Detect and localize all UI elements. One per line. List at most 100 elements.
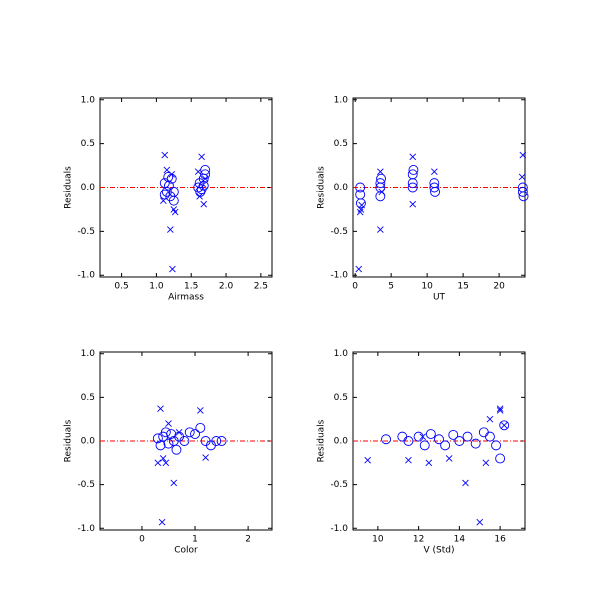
circle-point	[179, 436, 190, 446]
y-tick-label: -1.0	[330, 271, 348, 281]
cross-point	[377, 168, 384, 176]
y-tick-label: 0.0	[81, 437, 96, 447]
cross-point	[158, 518, 166, 526]
cross-point	[196, 192, 203, 200]
x-tick-label: 20	[493, 282, 505, 292]
circle-point	[495, 453, 506, 464]
cross-point	[168, 171, 176, 178]
y-tick-label: 0.0	[334, 183, 349, 193]
y-tick-label: -0.5	[330, 480, 348, 490]
circle-point	[413, 431, 424, 442]
plot-frame	[352, 351, 526, 531]
y-tick-label: 0.5	[81, 393, 95, 403]
x-tick-label: 1.5	[184, 282, 198, 292]
cross-point	[197, 407, 204, 414]
x-axis-label: Color	[174, 546, 198, 556]
circle-point	[407, 169, 418, 180]
x-tick-label: 5	[388, 282, 394, 292]
circle-point	[195, 422, 206, 433]
y-tick-label: -0.5	[330, 227, 348, 237]
circle-point	[216, 436, 227, 446]
cross-point	[171, 208, 179, 216]
cross-point	[194, 168, 202, 176]
circle-point	[484, 431, 495, 442]
x-tick-label: 1.0	[149, 282, 164, 292]
cross-point	[356, 208, 364, 216]
circle-point	[434, 434, 444, 445]
y-tick-label: 1.0	[81, 349, 96, 359]
circle-point	[448, 429, 459, 440]
cross-point	[519, 151, 527, 159]
x-tick-label: 1	[192, 535, 198, 545]
y-axis-label: Residuals	[64, 419, 74, 462]
cross-point	[157, 405, 164, 413]
cross-point	[159, 455, 167, 462]
cross-point	[162, 459, 170, 467]
circle-point	[429, 182, 440, 193]
y-tick-label: 1.0	[334, 349, 349, 359]
circle-point	[454, 436, 465, 446]
plot-frame	[99, 351, 273, 531]
circle-point	[355, 189, 366, 200]
cross-point	[165, 420, 172, 427]
cross-point	[409, 153, 417, 161]
cross-point	[482, 459, 490, 467]
circle-point	[211, 436, 222, 446]
cross-point	[154, 459, 162, 467]
x-tick-label: 2.0	[219, 282, 234, 292]
y-tick-label: -0.5	[77, 227, 95, 237]
x-axis-label: UT	[433, 293, 446, 303]
cross-point	[486, 415, 494, 423]
x-tick-label: 16	[494, 535, 506, 545]
circle-point	[375, 178, 386, 189]
cross-point	[201, 175, 209, 183]
y-tick-label: 0.5	[334, 393, 348, 403]
circle-point	[408, 165, 419, 175]
y-tick-label: -1.0	[330, 524, 348, 534]
y-tick-label: 0.5	[334, 139, 348, 149]
x-tick-label: 10	[372, 535, 384, 545]
circle-point	[155, 440, 166, 451]
y-tick-label: -1.0	[77, 271, 95, 281]
circle-point	[160, 427, 171, 438]
y-tick-label: 1.0	[334, 95, 349, 105]
x-tick-label: 0	[352, 282, 358, 292]
circle-point	[425, 429, 436, 439]
x-tick-label: 14	[454, 535, 466, 545]
circle-point	[163, 438, 174, 449]
circle-point	[376, 173, 387, 184]
cross-point	[500, 421, 508, 429]
x-axis-label: Airmass	[168, 293, 204, 303]
cross-point	[198, 153, 205, 161]
circle-point	[163, 172, 174, 182]
circle-point	[430, 186, 440, 197]
circle-point	[381, 434, 391, 445]
cross-point	[518, 173, 526, 181]
circle-point	[159, 189, 170, 200]
cross-point	[378, 188, 386, 196]
cross-point	[170, 479, 178, 487]
circle-point	[198, 180, 209, 191]
x-tick-label: 2	[245, 535, 251, 545]
circle-point	[171, 444, 182, 455]
circle-point	[499, 420, 510, 431]
cross-point	[200, 200, 208, 208]
x-tick-label: 0.5	[114, 282, 128, 292]
y-axis-label: Residuals	[317, 419, 327, 462]
cross-point	[161, 151, 169, 159]
circle-point	[470, 438, 481, 449]
circle-point	[419, 440, 430, 451]
circle-point	[168, 186, 179, 197]
y-tick-label: 0.0	[81, 183, 96, 193]
circle-point	[440, 440, 451, 451]
cross-point	[377, 226, 384, 233]
cross-point	[202, 454, 209, 461]
cross-point	[409, 200, 417, 208]
cross-point	[355, 265, 363, 273]
circle-point	[407, 182, 418, 193]
x-axis-label: V (Std)	[424, 546, 455, 556]
cross-point	[358, 201, 365, 209]
x-tick-label: 2.5	[254, 282, 268, 292]
plot-frame	[99, 97, 273, 278]
